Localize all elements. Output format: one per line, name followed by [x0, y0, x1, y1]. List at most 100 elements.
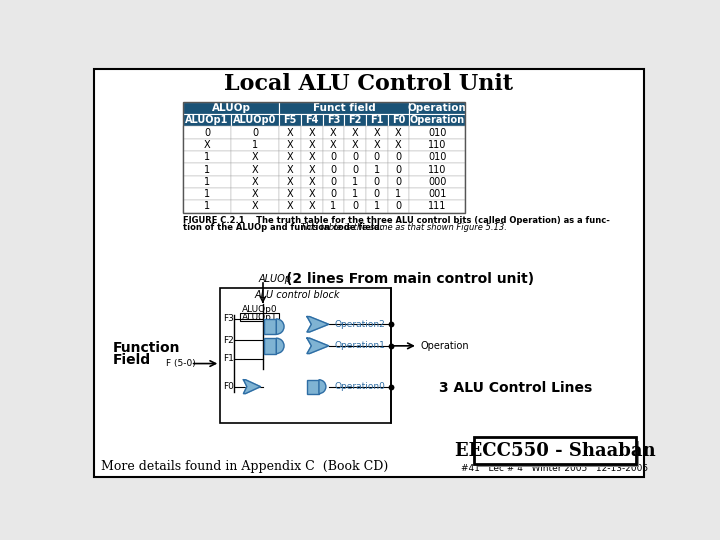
Text: X: X [287, 152, 293, 162]
Bar [323, 188, 344, 200]
Text: 1: 1 [204, 177, 210, 187]
Text: Function: Function [113, 341, 181, 355]
Bar [387, 126, 409, 139]
Text: 0: 0 [395, 201, 402, 212]
Bar [279, 176, 301, 188]
Text: 001: 001 [428, 189, 446, 199]
Text: 0: 0 [374, 152, 380, 162]
Text: (2 lines From main control unit): (2 lines From main control unit) [286, 272, 534, 286]
Text: 0: 0 [330, 189, 336, 199]
Text: 1: 1 [204, 201, 210, 212]
Bar [264, 338, 276, 354]
Bar [183, 126, 231, 139]
Text: X: X [330, 140, 337, 150]
Text: 0: 0 [352, 165, 358, 174]
Text: 1: 1 [204, 189, 210, 199]
Bar [366, 176, 387, 188]
Text: Operation1: Operation1 [334, 341, 385, 350]
Text: X: X [252, 177, 258, 187]
Polygon shape [243, 380, 261, 394]
Text: F2: F2 [223, 336, 234, 345]
Bar [183, 139, 231, 151]
Text: EECC550 - Shaaban: EECC550 - Shaaban [455, 442, 655, 460]
Text: Operation: Operation [408, 103, 467, 113]
Text: 111: 111 [428, 201, 446, 212]
Text: X: X [395, 127, 402, 138]
Text: ALU control block: ALU control block [255, 290, 341, 300]
Bar [301, 176, 323, 188]
Text: 110: 110 [428, 140, 446, 150]
Bar [387, 164, 409, 176]
Bar [183, 164, 231, 176]
Text: F3: F3 [223, 314, 234, 323]
Text: X: X [287, 177, 293, 187]
Bar [366, 114, 387, 126]
Bar [366, 139, 387, 151]
Bar [183, 200, 231, 213]
Text: F1: F1 [223, 354, 234, 363]
Text: 0: 0 [330, 152, 336, 162]
Bar [301, 139, 323, 151]
Bar [279, 114, 301, 126]
Wedge shape [319, 380, 326, 394]
Bar [409, 176, 465, 188]
Text: X: X [252, 165, 258, 174]
Text: ALUOp: ALUOp [212, 103, 251, 113]
Text: X: X [374, 127, 380, 138]
Bar [301, 126, 323, 139]
Bar [387, 151, 409, 164]
Bar [301, 188, 323, 200]
Text: Local ALU Control Unit: Local ALU Control Unit [225, 73, 513, 95]
Bar [307, 380, 319, 394]
Text: Funct field: Funct field [312, 103, 376, 113]
Text: F (5-0): F (5-0) [166, 359, 196, 368]
Bar [183, 114, 231, 126]
Text: 0: 0 [352, 201, 358, 212]
Text: X: X [287, 189, 293, 199]
Text: 1: 1 [204, 165, 210, 174]
Bar [231, 188, 279, 200]
Bar [344, 188, 366, 200]
Bar [279, 164, 301, 176]
Bar [323, 200, 344, 213]
Bar [264, 319, 276, 334]
Text: FIGURE C.2.1    The truth table for the three ALU control bits (called Operation: FIGURE C.2.1 The truth table for the thr… [183, 217, 610, 226]
Text: X: X [308, 165, 315, 174]
Text: Operation: Operation [410, 115, 465, 125]
Text: 000: 000 [428, 177, 446, 187]
Bar [323, 151, 344, 164]
Text: X: X [252, 152, 258, 162]
Bar [366, 200, 387, 213]
Text: X: X [352, 140, 359, 150]
Text: 010: 010 [428, 127, 446, 138]
Bar [301, 151, 323, 164]
Text: X: X [252, 201, 258, 212]
Bar [279, 188, 301, 200]
Bar [279, 139, 301, 151]
Bar [231, 164, 279, 176]
Bar [344, 151, 366, 164]
Text: F4: F4 [305, 115, 318, 125]
Text: X: X [287, 201, 293, 212]
Bar [301, 114, 323, 126]
Bar [323, 139, 344, 151]
Bar [344, 164, 366, 176]
Wedge shape [276, 319, 284, 334]
Bar [409, 200, 465, 213]
Text: 1: 1 [352, 177, 358, 187]
Text: tion of the ALUOp and function code field.: tion of the ALUOp and function code fiel… [183, 222, 383, 232]
Text: 110: 110 [428, 165, 446, 174]
Bar [301, 200, 323, 213]
Bar [183, 102, 465, 213]
Bar [387, 188, 409, 200]
Text: X: X [308, 177, 315, 187]
Text: More details found in Appendix C  (Book CD): More details found in Appendix C (Book C… [102, 460, 389, 473]
Text: ALUOp1: ALUOp1 [185, 115, 229, 125]
Bar [366, 151, 387, 164]
Bar [183, 188, 231, 200]
Text: 010: 010 [428, 152, 446, 162]
Text: 0: 0 [352, 152, 358, 162]
Text: 0: 0 [395, 177, 402, 187]
Text: 0: 0 [374, 177, 380, 187]
Text: X: X [308, 189, 315, 199]
